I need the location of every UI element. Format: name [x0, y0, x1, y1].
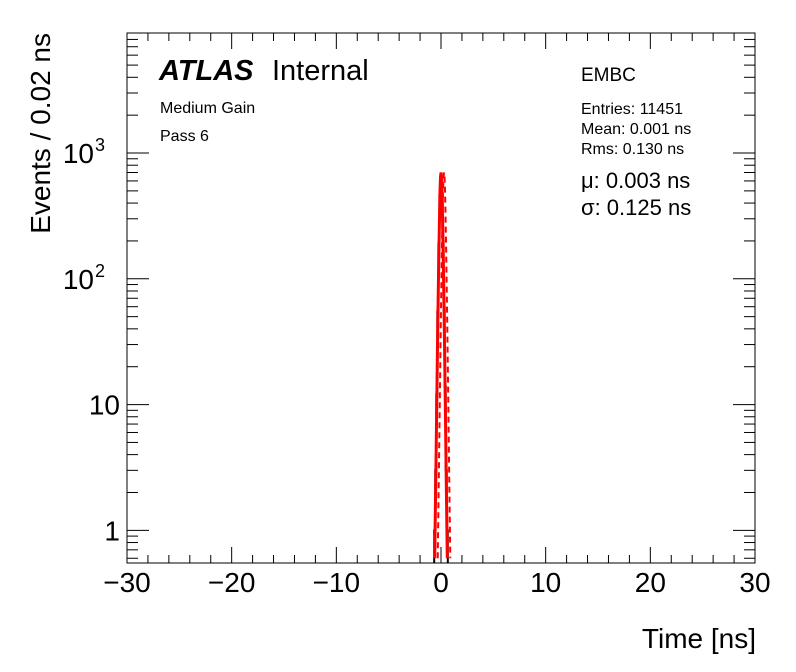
gaussian-fit-curve	[433, 172, 449, 559]
x-tick-label: 10	[530, 567, 561, 598]
atlas-suffix: Internal	[272, 55, 369, 87]
x-tick-label: −30	[103, 567, 151, 598]
fit-mu: μ: 0.003 ns	[581, 168, 690, 193]
rms-stat: Rms: 0.130 ns	[581, 141, 684, 158]
entries-stat: Entries: 11451	[581, 101, 683, 118]
gaussian-fit-dashed	[436, 172, 452, 559]
x-tick-label: 20	[635, 567, 666, 598]
y-tick-exponent: 2	[95, 261, 105, 281]
fit-sigma: σ: 0.125 ns	[581, 195, 691, 220]
x-tick-label: 0	[433, 567, 449, 598]
x-tick-label: −20	[208, 567, 256, 598]
y-tick-label: 10	[89, 390, 120, 421]
y-tick-label: 1	[104, 515, 120, 546]
x-tick-label: −10	[313, 567, 361, 598]
mean-stat: Mean: 0.001 ns	[581, 121, 691, 138]
x-tick-label: 30	[739, 567, 770, 598]
plot-marks	[433, 172, 452, 563]
gain-label: Medium Gain	[160, 100, 255, 117]
region-label: EMBC	[581, 65, 636, 86]
atlas-brand: ATLAS	[158, 55, 254, 87]
y-axis-label: Events / 0.02 ns	[25, 33, 56, 234]
axes: −30 −20 −10 0 10 20 30 1 10 10 2 103	[63, 32, 771, 598]
y-tick-label: 103	[63, 135, 105, 169]
y-minor-ticks	[127, 32, 755, 559]
pass-label: Pass 6	[160, 128, 209, 145]
atlas-label: ATLAS Internal	[158, 55, 369, 87]
x-tick-labels: −30 −20 −10 0 10 20 30	[103, 567, 770, 598]
x-axis-label: Time [ns]	[642, 623, 756, 654]
y-tick-exponent: 3	[95, 135, 105, 155]
